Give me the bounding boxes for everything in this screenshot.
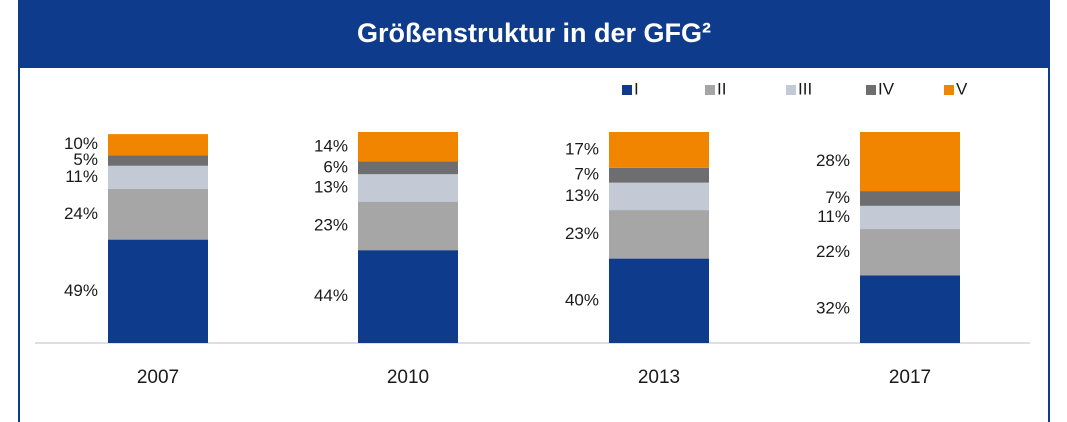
bar-segment: [609, 167, 709, 183]
data-label: 44%: [314, 286, 348, 305]
data-label: 32%: [816, 299, 850, 318]
data-label: 24%: [64, 204, 98, 223]
data-label: 7%: [574, 165, 599, 184]
bar-segment: [108, 155, 208, 166]
legend-label: IV: [878, 79, 895, 98]
data-label: 28%: [816, 151, 850, 170]
x-tick-label: 2013: [638, 367, 680, 388]
data-label: 14%: [314, 136, 348, 155]
bar-segment: [609, 182, 709, 211]
bar-segment: [860, 275, 960, 343]
bar-segment: [358, 201, 458, 251]
legend-swatch: [705, 85, 715, 95]
legend-swatch: [866, 85, 876, 95]
bar-segment: [358, 132, 458, 162]
bar-segment: [108, 188, 208, 240]
bar-segment: [609, 258, 709, 343]
x-tick-label: 2007: [137, 367, 179, 388]
data-label: 23%: [565, 224, 599, 243]
legend-swatch: [786, 85, 796, 95]
bar-segment: [358, 161, 458, 175]
bar-segment: [108, 239, 208, 343]
legend-label: III: [798, 79, 812, 98]
data-label: 49%: [64, 281, 98, 300]
bar-segment: [860, 132, 960, 192]
data-label: 7%: [825, 188, 850, 207]
data-label: 22%: [816, 242, 850, 261]
title-bar: [18, 0, 1050, 68]
bar-segment: [108, 165, 208, 189]
frame-right: [1048, 0, 1050, 422]
legend-label: I: [634, 79, 639, 98]
bar-segment: [358, 250, 458, 343]
frame-left: [18, 0, 20, 422]
data-label: 5%: [73, 150, 98, 169]
x-tick-label: 2010: [387, 367, 429, 388]
data-label: 17%: [565, 139, 599, 158]
data-label: 13%: [314, 177, 348, 196]
data-label: 11%: [65, 167, 98, 186]
chart-title: Größenstruktur in der GFG²: [357, 18, 711, 48]
bar-segment: [860, 191, 960, 206]
data-label: 11%: [817, 207, 850, 226]
legend-swatch: [944, 85, 954, 95]
data-label: 23%: [314, 215, 348, 234]
x-tick-label: 2017: [889, 367, 931, 388]
bar-segment: [609, 132, 709, 168]
data-label: 6%: [323, 157, 348, 176]
bar-segment: [358, 174, 458, 202]
data-label: 40%: [565, 290, 599, 309]
legend-label: V: [956, 79, 968, 98]
data-label: 13%: [565, 186, 599, 205]
bar-segment: [860, 205, 960, 230]
bar-segment: [609, 210, 709, 259]
data-label: 10%: [64, 134, 98, 153]
bar-segment: [860, 229, 960, 276]
legend-label: II: [717, 79, 726, 98]
legend-swatch: [622, 85, 632, 95]
bar-segment: [108, 134, 208, 156]
